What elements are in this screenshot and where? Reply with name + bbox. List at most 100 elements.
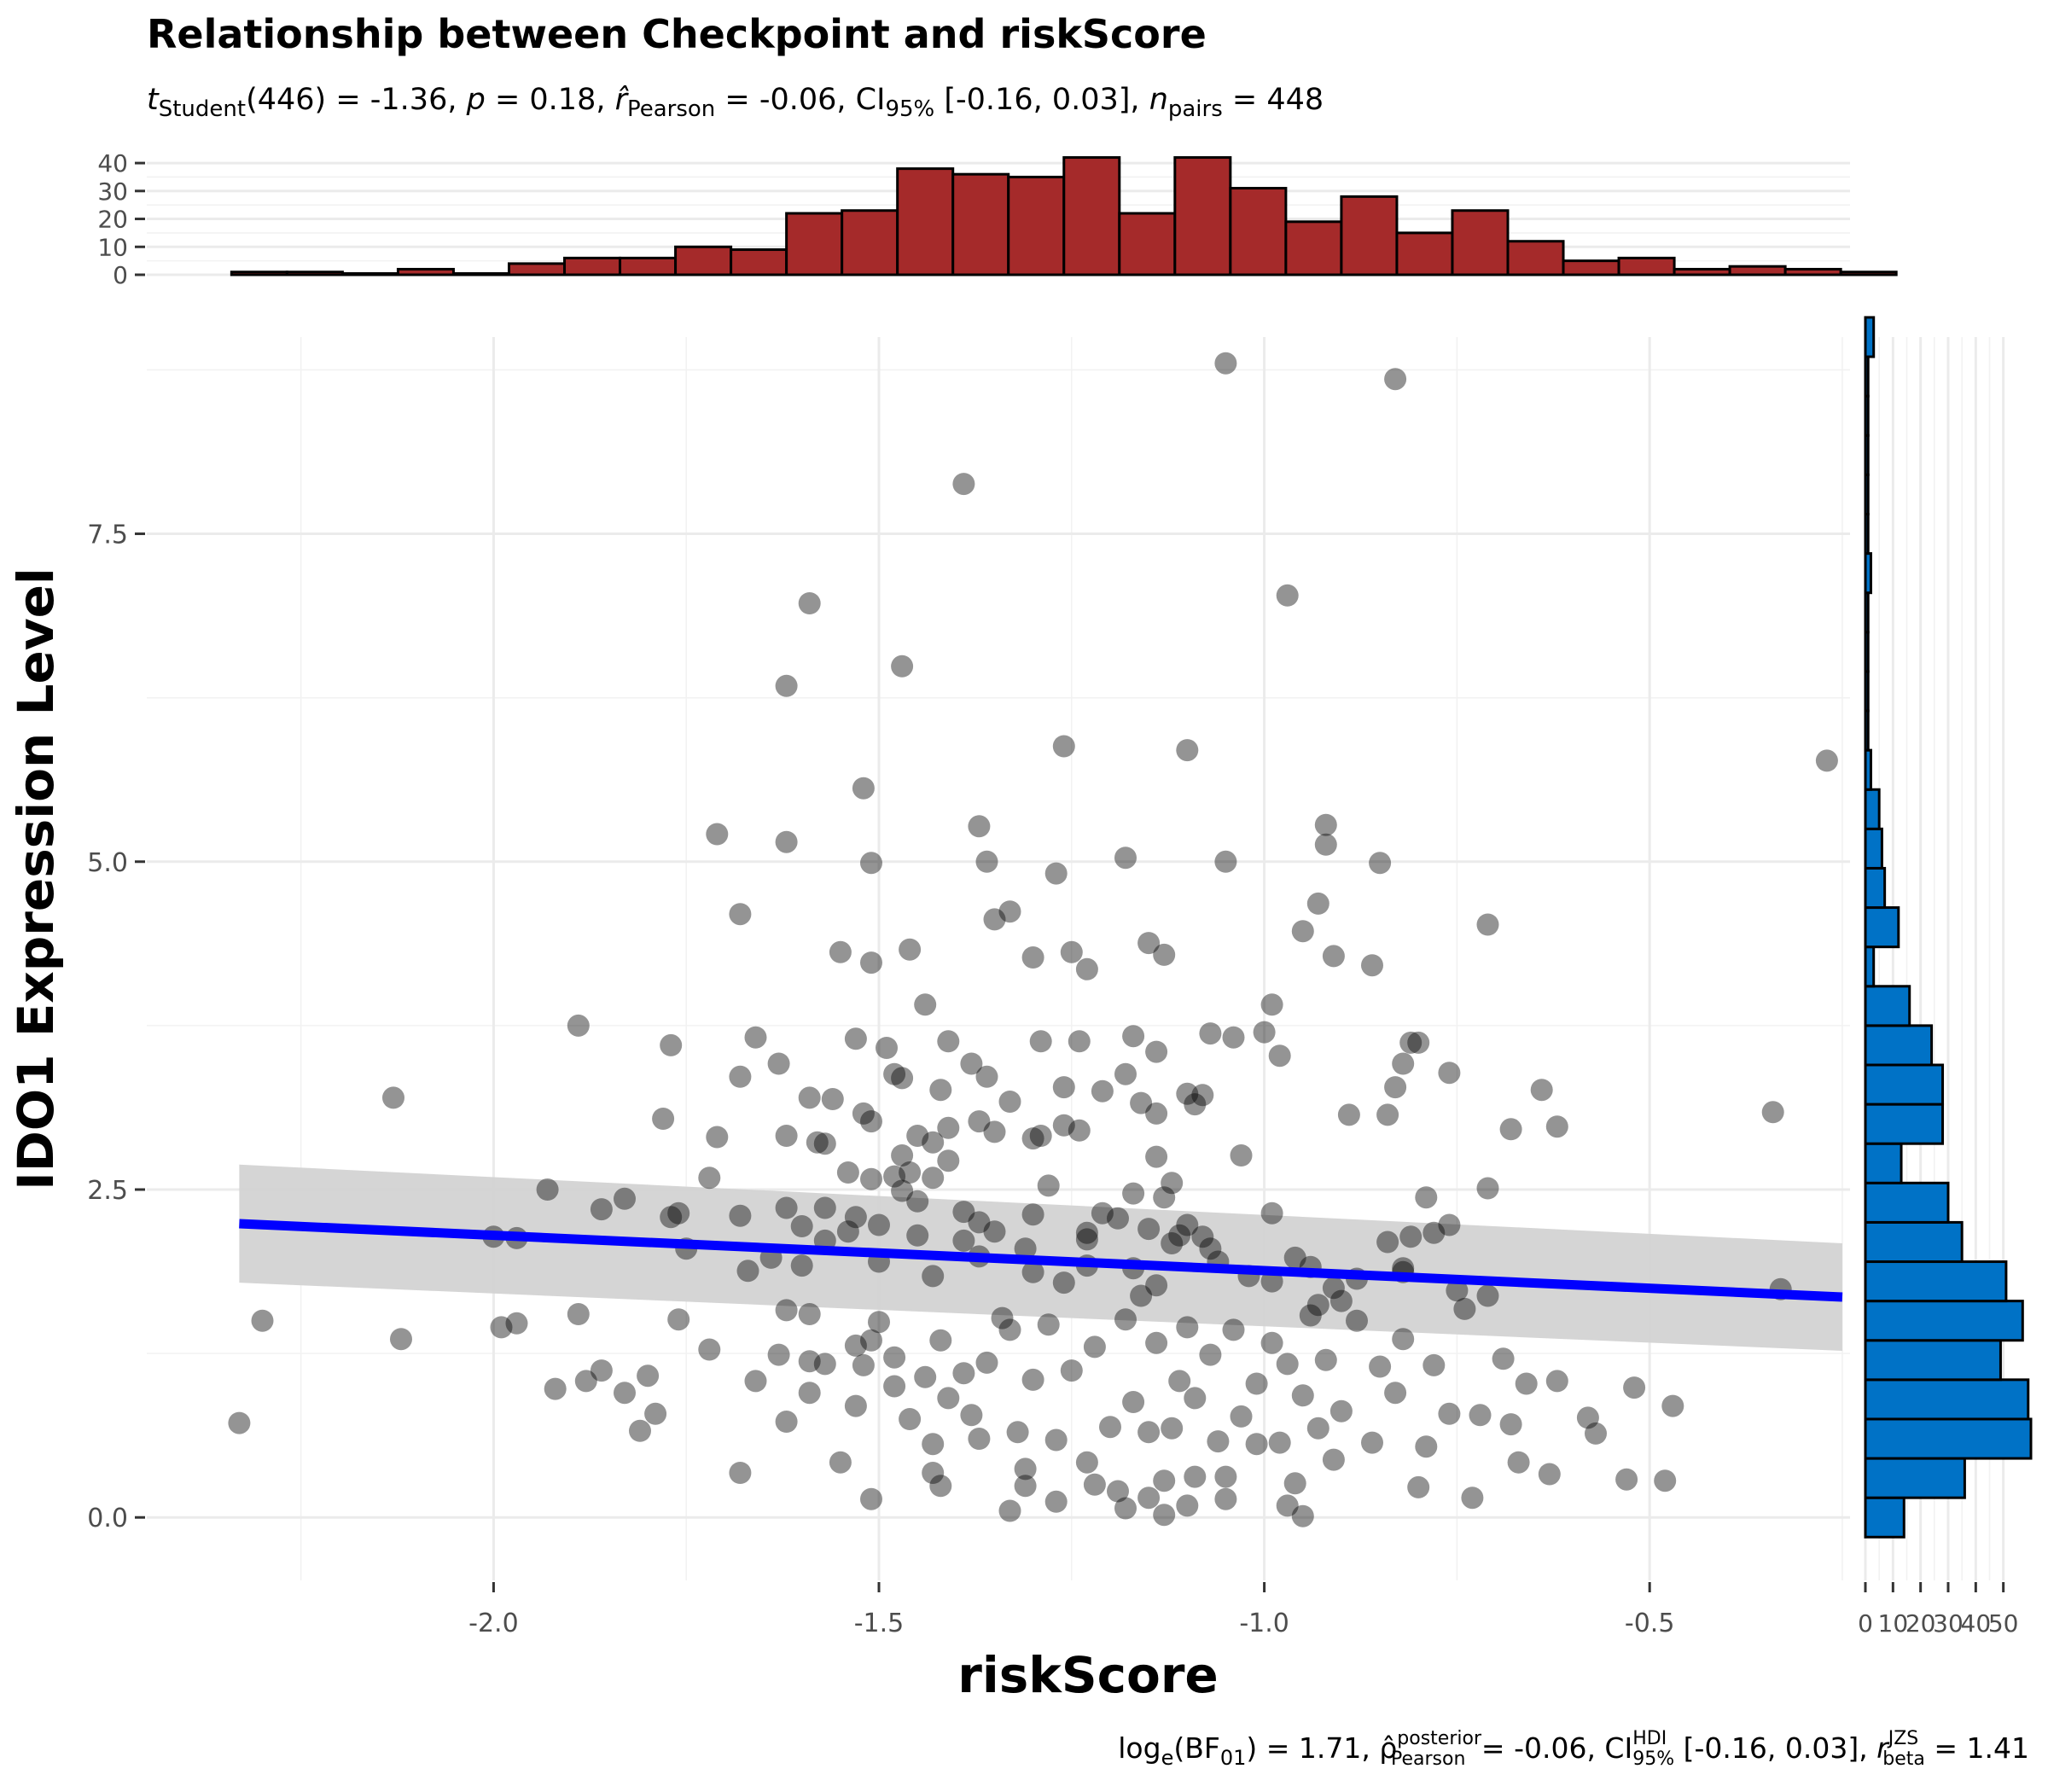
scatter-point (998, 900, 1021, 923)
scatter-point (968, 1110, 991, 1133)
top-histogram-bars (230, 156, 1898, 276)
scatter-point (1291, 920, 1314, 943)
right-histogram-bar (1864, 552, 1872, 595)
right-hist-tick-label: 20 (1905, 1609, 1936, 1638)
right-histogram-bar (1864, 1181, 1950, 1224)
scatter-point (1384, 1382, 1407, 1405)
top-histogram-bar (340, 272, 399, 276)
scatter-point (1130, 1284, 1153, 1307)
scatter-point (829, 940, 852, 963)
scatter-point (1245, 1433, 1268, 1456)
scatter-point (1461, 1487, 1484, 1510)
top-hist-tick-label: 40 (97, 149, 128, 177)
scatter-point (1075, 1228, 1098, 1251)
scatter-point (1091, 1201, 1114, 1225)
top-hist-tick-label: 30 (97, 177, 128, 206)
scatter-point (1184, 1093, 1207, 1116)
scatter-point (1145, 1145, 1168, 1168)
scatter-point (1469, 1404, 1492, 1427)
scatter-point (667, 1308, 690, 1331)
scatter-point (868, 1213, 890, 1236)
scatter-point (1376, 1231, 1399, 1254)
top-histogram-bar (841, 209, 899, 276)
scatter-point (1184, 1465, 1207, 1488)
scatter-point (1075, 1451, 1098, 1474)
scatter-point (1052, 735, 1075, 758)
top-histogram-bar (1229, 187, 1288, 276)
scatter-point (1176, 1494, 1199, 1517)
scatter-point (829, 1451, 852, 1474)
right-hist-tick-label: 40 (1961, 1609, 1992, 1638)
top-histogram-bar (1007, 175, 1066, 276)
scatter-point (1530, 1079, 1553, 1102)
scatter-point (1044, 862, 1068, 885)
scatter-point (1052, 1076, 1075, 1099)
right-histogram-bar (1864, 709, 1870, 752)
scatter-point (544, 1377, 567, 1400)
scatter-point (1376, 1103, 1399, 1126)
scatter-point (1369, 1355, 1392, 1378)
scatter-point (868, 1311, 890, 1334)
scatter-point (1130, 1091, 1153, 1114)
right-histogram-bar (1864, 670, 1870, 713)
scatter-point (813, 1196, 836, 1219)
top-histogram-bar (1562, 259, 1620, 276)
scatter-point (1438, 1062, 1461, 1085)
scatter-point (1075, 957, 1098, 980)
scatter-point (1184, 1387, 1207, 1410)
scatter-point (790, 1215, 813, 1237)
scatter-point (667, 1201, 690, 1225)
scatter-point (1291, 1504, 1314, 1527)
scatter-point (1199, 1237, 1222, 1260)
scatter-point (744, 1370, 767, 1393)
scatter-point (1214, 1465, 1237, 1488)
top-histogram-bar (1284, 220, 1343, 276)
top-histogram-bar (1839, 271, 1898, 276)
right-histogram-bar (1864, 355, 1870, 398)
scatter-point (1207, 1430, 1230, 1453)
top-histogram-bar (1617, 256, 1676, 276)
scatter-point (1060, 940, 1083, 963)
scatter-point (821, 1088, 844, 1110)
scatter-point (975, 850, 998, 873)
scatter-point (790, 1254, 813, 1277)
scatter-point (798, 1350, 821, 1373)
scatter-point (1615, 1468, 1638, 1491)
top-histogram-bar (451, 272, 510, 276)
scatter-point (1114, 1308, 1137, 1331)
scatter-point (1291, 1384, 1314, 1407)
scatter-point (968, 1428, 991, 1450)
scatter-point (1384, 368, 1407, 391)
scatter-point (1384, 1076, 1407, 1099)
scatter-point (1453, 1297, 1476, 1320)
scatter-point (775, 674, 798, 697)
right-histogram-bars (1864, 316, 2033, 1539)
scatter-point (1253, 1021, 1276, 1044)
scatter-point (1492, 1347, 1515, 1370)
scatter-point (1153, 1504, 1176, 1527)
right-histogram-bar (1864, 394, 1870, 437)
scatter-point (1068, 1119, 1091, 1142)
right-histogram-bar (1864, 748, 1872, 791)
scatter-point (775, 1411, 798, 1433)
chart-title: Relationship between Checkpoint and risk… (147, 11, 1207, 57)
top-histogram-bar (1506, 240, 1565, 276)
scatter-point (629, 1419, 651, 1442)
right-histogram-bar (1864, 591, 1870, 634)
scatter-point (899, 1408, 922, 1430)
right-histogram-bar (1864, 1496, 1905, 1539)
scatter-point (844, 1206, 867, 1229)
scatter-point (952, 1201, 975, 1224)
scatter-point (1021, 1260, 1044, 1283)
scatter-point (852, 1353, 875, 1376)
scatter-point (1306, 1417, 1329, 1440)
scatter-point (652, 1108, 675, 1130)
scatter-point (914, 993, 937, 1016)
scatter-point (1576, 1406, 1599, 1429)
scatter-point (382, 1086, 404, 1109)
main-plot-axes: -2.0 -1.5 -1.0 -0.5 0.0 2.5 5.0 7.5 (87, 521, 1674, 1638)
scatter-point (883, 1346, 906, 1369)
scatter-point (706, 1126, 729, 1149)
scatter-point (952, 473, 975, 496)
scatter-point (1122, 1182, 1145, 1205)
